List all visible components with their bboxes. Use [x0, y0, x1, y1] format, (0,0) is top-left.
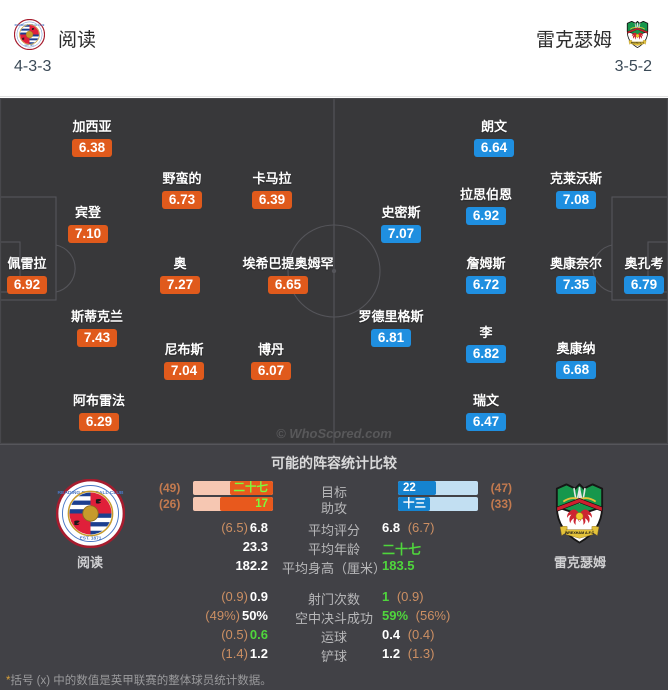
svg-text:EST. 1871: EST. 1871 [25, 45, 36, 47]
